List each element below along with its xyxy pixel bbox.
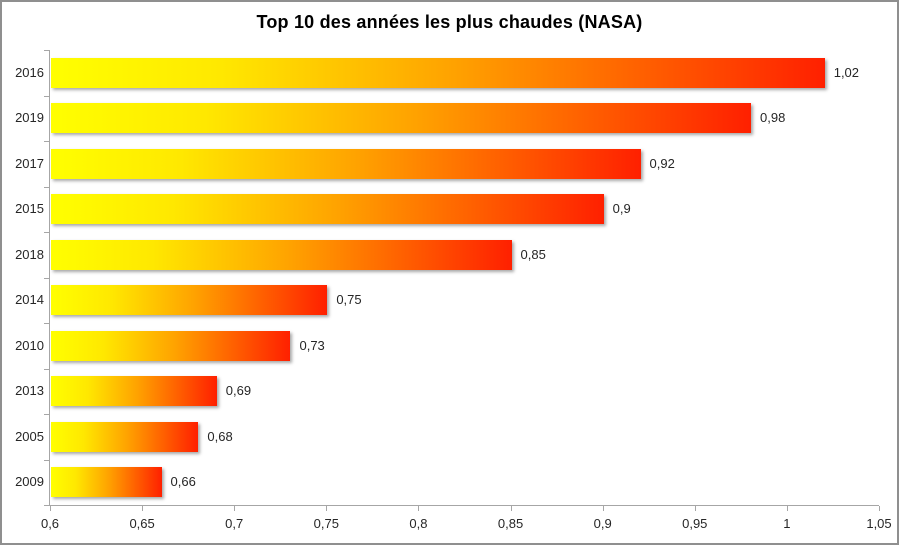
x-axis-tick bbox=[510, 506, 512, 511]
y-axis-tick bbox=[44, 368, 50, 370]
x-axis-tick bbox=[326, 506, 328, 511]
bar-2010 bbox=[51, 330, 291, 361]
bar-2009 bbox=[51, 467, 162, 498]
category-label-2017: 2017 bbox=[15, 155, 44, 171]
plot-area: 1,02 0,98 0,92 0,9 0,85 0,75 0,73 0,69 0,68 0,66 0… bbox=[41, 50, 892, 531]
value-label-2019: 0,98 bbox=[760, 110, 786, 126]
value-label-2005: 0,68 bbox=[207, 428, 233, 444]
y-axis-labels: 2016 2019 2017 2015 2018 2014 2010 2013 2005 2009 bbox=[2, 50, 44, 505]
value-label-2014: 0,75 bbox=[336, 292, 362, 308]
y-axis-tick bbox=[44, 50, 50, 51]
value-label-2013: 0,69 bbox=[225, 383, 252, 399]
category-label-2016: 2016 bbox=[15, 64, 44, 80]
y-axis-tick bbox=[44, 141, 50, 142]
x-axis-tick-label: 0,95 bbox=[682, 516, 708, 531]
category-label-2013: 2013 bbox=[15, 383, 44, 399]
y-axis-tick bbox=[44, 277, 50, 279]
y-axis-tick bbox=[44, 459, 50, 461]
x-axis-tick-label: 1 bbox=[783, 516, 791, 531]
x-axis-tick bbox=[234, 506, 236, 511]
x-axis-tick-label: 0,6 bbox=[40, 516, 60, 531]
x-axis-tick bbox=[602, 506, 604, 511]
category-label-2014: 2014 bbox=[15, 292, 44, 308]
category-label-2005: 2005 bbox=[15, 428, 44, 444]
x-axis-tick-label: 0,9 bbox=[593, 516, 612, 531]
x-axis-tick-label: 0,8 bbox=[409, 516, 428, 531]
category-label-2015: 2015 bbox=[15, 201, 44, 217]
bar-2017 bbox=[51, 148, 641, 179]
bar-2019 bbox=[51, 103, 752, 134]
y-axis-tick bbox=[44, 232, 50, 233]
y-axis-tick bbox=[44, 95, 50, 97]
y-axis-tick bbox=[44, 505, 50, 506]
category-label-2018: 2018 bbox=[15, 246, 44, 262]
x-axis-tick-label: 1,05 bbox=[866, 516, 892, 531]
x-axis-tick-label: 0,75 bbox=[313, 516, 339, 531]
y-axis-tick bbox=[44, 323, 50, 324]
bar-2018 bbox=[51, 239, 512, 270]
category-label-2019: 2019 bbox=[15, 110, 44, 126]
category-label-2010: 2010 bbox=[15, 337, 44, 353]
value-label-2009: 0,66 bbox=[170, 474, 196, 490]
value-label-2010: 0,73 bbox=[299, 337, 325, 353]
x-axis-tick bbox=[694, 506, 696, 511]
y-axis-tick bbox=[44, 414, 50, 415]
bar-2016 bbox=[51, 57, 825, 88]
x-axis-tick bbox=[879, 506, 880, 511]
value-label-2018: 0,85 bbox=[520, 246, 546, 262]
x-axis-tick bbox=[50, 506, 51, 511]
bar-2015 bbox=[51, 194, 604, 225]
x-axis-tick-label: 0,7 bbox=[225, 516, 244, 531]
bar-2005 bbox=[51, 421, 199, 452]
chart-title: Top 10 des années les plus chaudes (NASA… bbox=[256, 12, 643, 32]
x-axis-tick bbox=[142, 506, 144, 511]
x-axis-tick bbox=[786, 506, 788, 511]
x-axis-tick bbox=[418, 506, 420, 511]
y-axis-tick bbox=[44, 186, 50, 188]
bar-2013 bbox=[51, 376, 217, 407]
x-axis-tick-label: 0,85 bbox=[497, 516, 524, 531]
bar-2014 bbox=[51, 285, 328, 316]
value-label-2017: 0,92 bbox=[649, 155, 675, 171]
value-label-2015: 0,9 bbox=[612, 201, 631, 217]
value-label-2016: 1,02 bbox=[833, 64, 860, 80]
category-label-2009: 2009 bbox=[15, 474, 44, 490]
x-axis-tick-label: 0,65 bbox=[129, 516, 155, 531]
